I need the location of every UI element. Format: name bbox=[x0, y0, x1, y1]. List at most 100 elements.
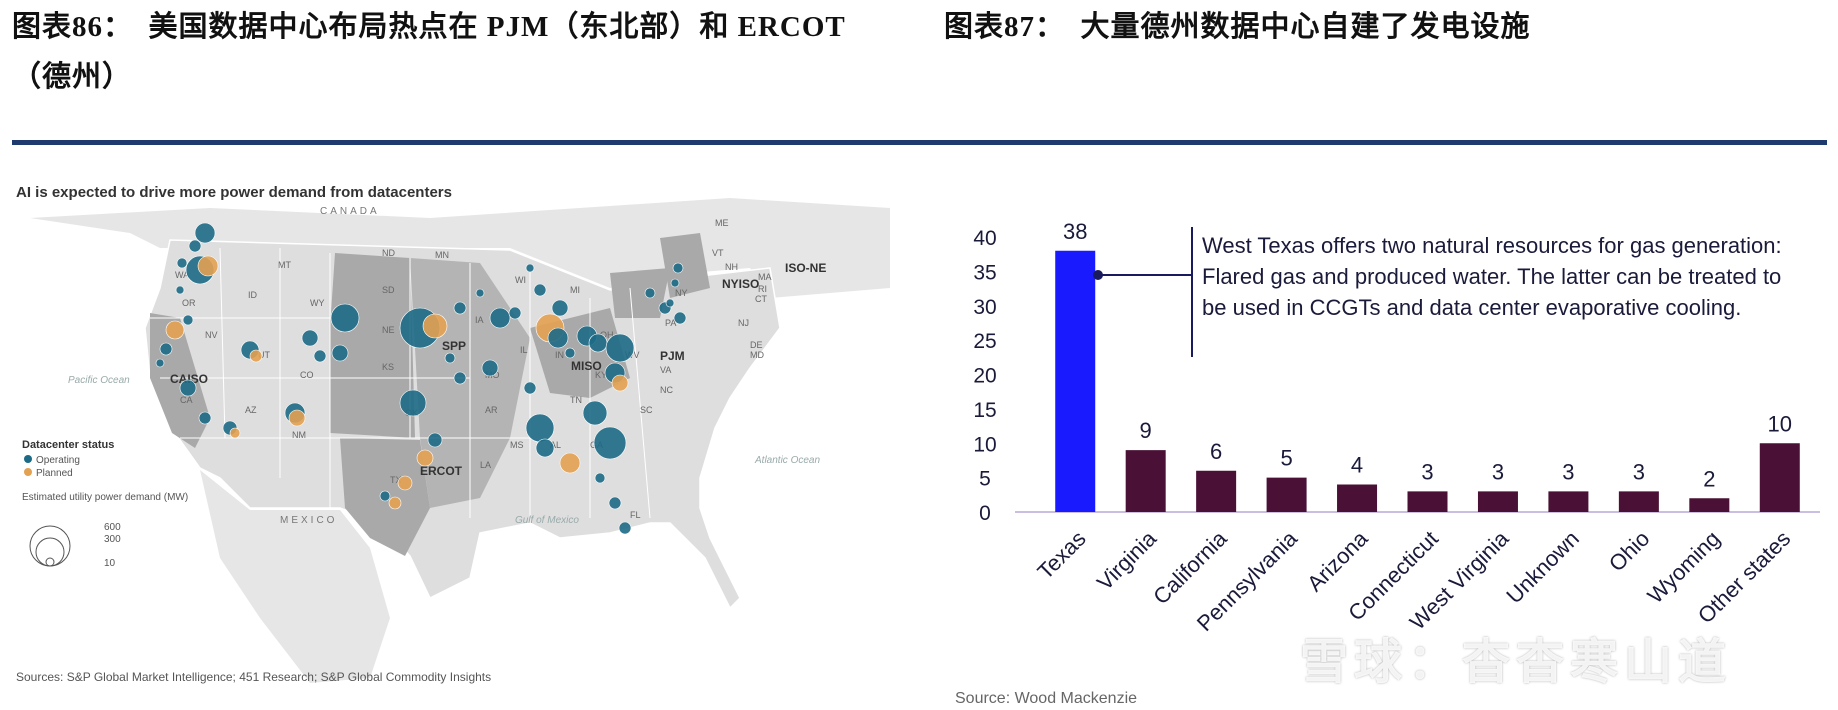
datacenter-dot bbox=[670, 278, 680, 288]
datacenter-dot bbox=[547, 327, 569, 349]
state-label-md: MD bbox=[750, 350, 764, 360]
datacenter-dot bbox=[594, 472, 606, 484]
datacenter-dot bbox=[331, 344, 349, 362]
state-label-nd: ND bbox=[382, 248, 395, 258]
spp-region bbox=[330, 253, 415, 438]
bar-arizona bbox=[1337, 484, 1378, 512]
bar-value-label: 9 bbox=[1140, 418, 1152, 443]
bar-value-label: 3 bbox=[1562, 459, 1574, 484]
datacenter-dot bbox=[618, 521, 632, 535]
datacenter-dot bbox=[444, 352, 456, 364]
state-label-pa: PA bbox=[665, 318, 676, 328]
state-label-de: DE bbox=[750, 340, 763, 350]
state-label-ri: RI bbox=[758, 284, 767, 294]
bar-value-label: 10 bbox=[1768, 411, 1792, 436]
datacenter-dots bbox=[155, 222, 687, 535]
state-label-me: ME bbox=[715, 218, 729, 228]
datacenter-dot bbox=[175, 285, 185, 295]
datacenter-dot bbox=[397, 475, 413, 491]
x-tick-label: Texas bbox=[1032, 526, 1090, 584]
state-label-la: LA bbox=[480, 460, 491, 470]
datacenter-dot bbox=[475, 288, 485, 298]
bar-value-label: 3 bbox=[1421, 459, 1433, 484]
state-label-mt: MT bbox=[278, 260, 291, 270]
datacenter-dot bbox=[422, 313, 448, 339]
datacenter-dot bbox=[379, 490, 391, 502]
bar-texas bbox=[1055, 250, 1096, 512]
bar-west-virginia bbox=[1477, 491, 1518, 512]
datacenter-dot bbox=[453, 301, 467, 315]
legend-size-300-label: 300 bbox=[104, 534, 121, 545]
y-tick-label: 40 bbox=[973, 227, 996, 250]
spp-label: SPP bbox=[442, 339, 466, 353]
datacenter-dot bbox=[197, 255, 219, 277]
gulf-label: Gulf of Mexico bbox=[515, 515, 579, 526]
bar-connecticut bbox=[1407, 491, 1448, 512]
legend-size-10 bbox=[45, 557, 55, 567]
datacenter-dot bbox=[481, 359, 499, 377]
datacenter-dot bbox=[489, 307, 511, 329]
datacenter-dot bbox=[159, 342, 173, 356]
miso-label: MISO bbox=[571, 359, 602, 373]
state-label-wy: WY bbox=[310, 298, 325, 308]
datacenter-dot bbox=[673, 311, 687, 325]
figure-87-title: 图表87： 大量德州数据中心自建了发电设施 bbox=[944, 11, 1531, 43]
bar-value-label: 4 bbox=[1351, 453, 1363, 478]
y-tick-label: 5 bbox=[979, 468, 991, 491]
bar-value-label: 3 bbox=[1633, 459, 1645, 484]
state-label-nv: NV bbox=[205, 330, 218, 340]
bar-virginia bbox=[1125, 450, 1166, 512]
annotation-text: West Texas offers two natural resources … bbox=[1202, 233, 1782, 320]
state-label-nm: NM bbox=[292, 430, 306, 440]
state-label-il: IL bbox=[520, 345, 528, 355]
datacenter-dot bbox=[399, 389, 427, 417]
datacenter-dot bbox=[194, 222, 216, 244]
datacenter-dot bbox=[582, 400, 608, 426]
y-tick-label: 30 bbox=[973, 296, 996, 319]
datacenter-dot bbox=[453, 371, 467, 385]
state-label-ky: KY bbox=[595, 370, 607, 380]
legend-planned-swatch bbox=[24, 468, 32, 476]
state-label-wa: WA bbox=[175, 270, 189, 280]
bar-ohio bbox=[1618, 491, 1659, 512]
state-label-nc: NC bbox=[660, 385, 673, 395]
x-tick-label: Unknown bbox=[1501, 526, 1584, 609]
state-label-ks: KS bbox=[382, 362, 394, 372]
bars bbox=[1055, 250, 1800, 512]
datacenter-dot bbox=[508, 306, 522, 320]
datacenter-dot bbox=[249, 349, 263, 363]
state-label-ma: MA bbox=[758, 272, 772, 282]
datacenter-dot bbox=[525, 413, 555, 443]
state-label-ct: CT bbox=[755, 294, 767, 304]
state-label-tx: TX bbox=[390, 475, 402, 485]
state-label-nj: NJ bbox=[738, 318, 749, 328]
annotation-dot bbox=[1093, 270, 1103, 280]
state-label-wi: WI bbox=[515, 275, 526, 285]
datacenter-dot bbox=[155, 358, 165, 368]
state-label-or: OR bbox=[182, 298, 196, 308]
y-tick-label: 20 bbox=[973, 365, 996, 388]
y-axis-ticks: 0 5 10 15 20 25 30 35 40 bbox=[973, 227, 996, 525]
isone-label: ISO-NE bbox=[785, 261, 826, 275]
nyiso-label: NYISO bbox=[722, 277, 759, 291]
state-label-in: IN bbox=[555, 350, 564, 360]
state-label-va: VA bbox=[660, 365, 671, 375]
bar-value-label: 2 bbox=[1703, 466, 1715, 491]
bar-chart-panel: 0 5 10 15 20 25 30 35 40 38 9 6 5 4 3 3 3 3 2 10 Texas Virg… bbox=[955, 190, 1835, 710]
datacenter-dot bbox=[533, 283, 547, 297]
bar-value-label: 5 bbox=[1280, 446, 1292, 471]
bar-pennsylvania bbox=[1266, 477, 1307, 512]
y-tick-label: 15 bbox=[973, 399, 996, 422]
map-title: AI is expected to drive more power deman… bbox=[16, 184, 452, 201]
caiso-label: CAISO bbox=[170, 372, 208, 386]
datacenter-dot bbox=[176, 257, 188, 269]
bar-other-states bbox=[1759, 443, 1800, 512]
state-label-ne: NE bbox=[382, 325, 395, 335]
nyiso-region bbox=[610, 268, 670, 318]
annotation-callout bbox=[1093, 227, 1193, 357]
y-tick-label: 35 bbox=[973, 261, 996, 284]
state-label-mn: MN bbox=[435, 250, 449, 260]
datacenter-dot bbox=[564, 347, 576, 359]
state-label-ca: CA bbox=[180, 395, 193, 405]
